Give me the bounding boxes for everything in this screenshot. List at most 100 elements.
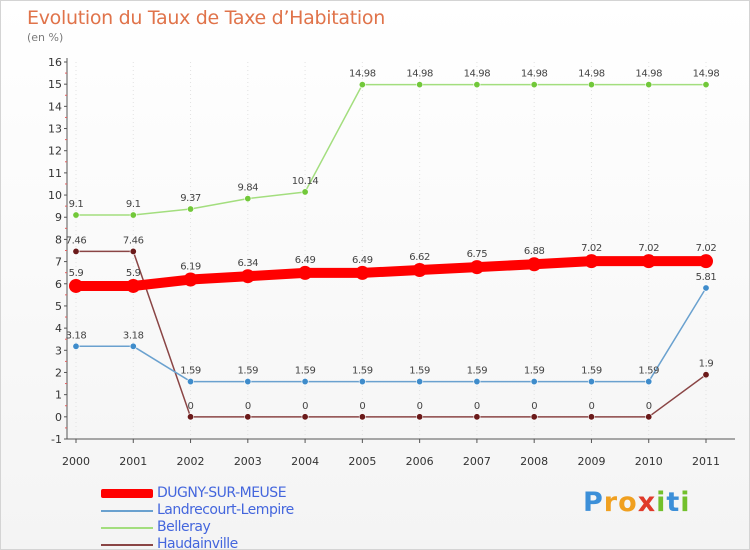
data-label: 9.1 <box>126 199 141 210</box>
series-line <box>71 256 711 291</box>
data-label: 0 <box>188 401 194 412</box>
data-point <box>187 378 195 386</box>
data-label: 0 <box>417 401 423 412</box>
data-label: 6.62 <box>409 252 430 263</box>
data-point <box>183 272 198 287</box>
y-tick-label: 1 <box>55 389 62 402</box>
data-point <box>530 81 538 89</box>
data-label: 1.9 <box>699 359 714 370</box>
data-label: 0 <box>302 401 308 412</box>
data-point <box>240 269 255 284</box>
y-tick-label: 6 <box>55 278 62 291</box>
data-label: 6.75 <box>467 249 488 260</box>
data-point <box>473 378 481 386</box>
x-tick-label: 2010 <box>635 455 663 468</box>
logo-letter: t <box>666 487 681 518</box>
data-point <box>244 195 252 203</box>
data-label: 5.9 <box>126 268 141 279</box>
data-point <box>473 81 481 89</box>
data-point <box>645 378 653 386</box>
logo-letter: i <box>680 487 691 518</box>
data-label: 3.18 <box>66 330 87 341</box>
data-label: 9.84 <box>237 183 258 194</box>
data-label: 7.02 <box>696 243 717 254</box>
data-point <box>301 378 309 386</box>
data-point <box>587 378 595 386</box>
data-label: 1.59 <box>409 366 430 377</box>
data-label: 0 <box>245 401 251 412</box>
data-label: 0 <box>359 401 365 412</box>
series-line <box>75 83 707 216</box>
data-label: 6.19 <box>180 262 201 273</box>
data-label: 6.49 <box>352 255 373 266</box>
data-label: 5.81 <box>696 272 717 283</box>
y-tick-label: 10 <box>48 189 62 202</box>
data-label: 1.59 <box>581 366 602 377</box>
data-label: 10.14 <box>292 176 319 187</box>
legend-label: Haudainville <box>157 536 238 550</box>
data-point <box>645 81 653 89</box>
data-label: 14.98 <box>635 69 662 80</box>
data-point <box>244 413 252 421</box>
data-point <box>416 81 424 89</box>
logo-letter: x <box>637 487 657 518</box>
data-point <box>355 265 370 280</box>
x-tick-label: 2008 <box>520 455 548 468</box>
data-point <box>587 81 595 89</box>
data-label: 7.02 <box>581 243 602 254</box>
y-tick-label: 4 <box>55 322 62 335</box>
y-axis-unit-label: (en %) <box>27 31 64 44</box>
data-point <box>301 413 309 421</box>
data-label: 0 <box>474 401 480 412</box>
y-tick-label: 13 <box>48 123 62 136</box>
data-label: 1.59 <box>352 366 373 377</box>
data-point <box>298 265 313 280</box>
data-point <box>72 211 80 219</box>
legend-label: Belleray <box>157 519 211 535</box>
data-point <box>469 260 484 275</box>
data-point <box>702 81 710 89</box>
data-label: 1.59 <box>524 366 545 377</box>
data-point <box>358 378 366 386</box>
x-tick-label: 2001 <box>119 455 147 468</box>
data-label: 14.98 <box>464 69 491 80</box>
data-label: 0 <box>531 401 537 412</box>
data-label: 1.59 <box>180 366 201 377</box>
data-label: 9.37 <box>180 193 201 204</box>
data-point <box>416 378 424 386</box>
data-point <box>126 278 141 293</box>
data-point <box>129 211 137 219</box>
data-point <box>301 188 309 196</box>
series-line <box>75 250 707 418</box>
data-label: 7.46 <box>66 235 87 246</box>
x-tick-label: 2007 <box>463 455 491 468</box>
y-tick-label: 3 <box>55 344 62 357</box>
data-label: 14.98 <box>349 69 376 80</box>
data-point <box>72 247 80 255</box>
data-point <box>530 378 538 386</box>
y-tick-label: 8 <box>55 233 62 246</box>
y-tick-label: 11 <box>48 167 62 180</box>
data-point <box>244 378 252 386</box>
data-point <box>473 413 481 421</box>
legend-swatch <box>101 543 153 546</box>
proxiti-logo: Proxiti <box>583 487 691 518</box>
data-point <box>416 413 424 421</box>
data-point <box>72 342 80 350</box>
y-tick-label: 0 <box>55 411 62 424</box>
data-point <box>129 342 137 350</box>
data-label: 14.98 <box>406 69 433 80</box>
data-point <box>584 254 599 269</box>
x-tick-label: 2005 <box>348 455 376 468</box>
logo-letter: o <box>618 487 638 518</box>
data-label-layer: 7.46 7.46 0 0 0 0 0 0 0 0 0 1.9 3.18 3.18 1.59 1.59 1.59… <box>66 69 720 412</box>
data-point <box>358 413 366 421</box>
y-tick-label: 7 <box>55 256 62 269</box>
logo-letter: P <box>583 487 604 518</box>
data-point <box>641 254 656 269</box>
data-label: 0 <box>588 401 594 412</box>
x-tick-label: 2006 <box>406 455 434 468</box>
y-tick-label: 9 <box>55 211 62 224</box>
